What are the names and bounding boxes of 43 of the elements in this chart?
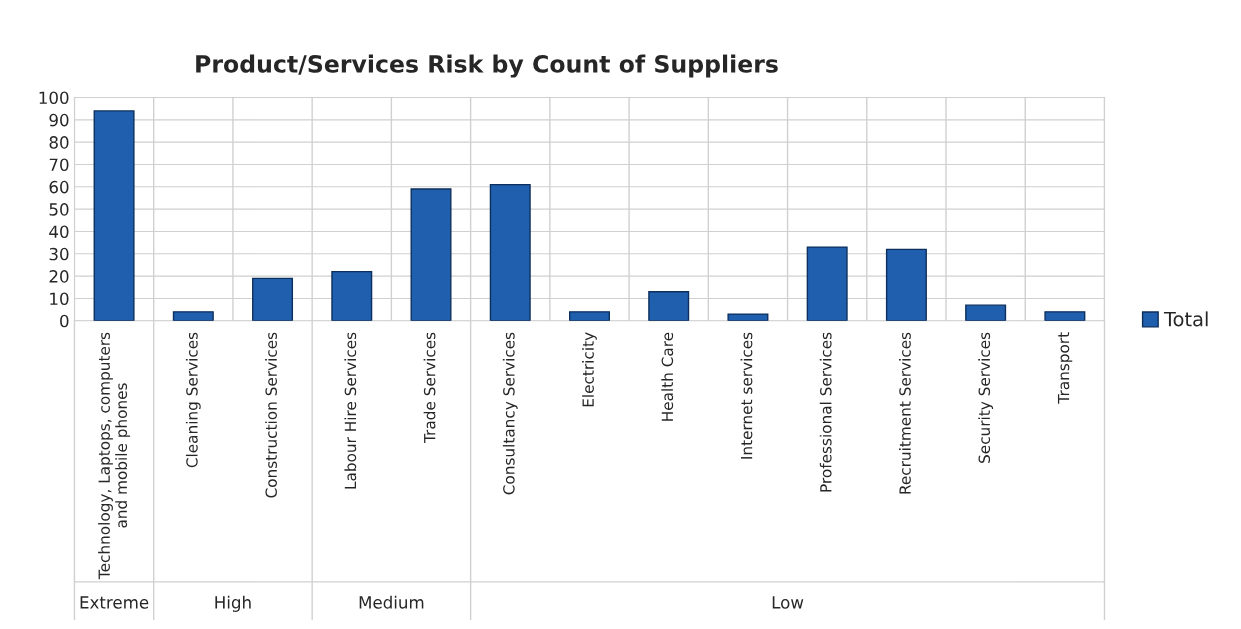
y-tick-label: 80: [49, 136, 69, 149]
y-tick-label: 50: [49, 203, 69, 216]
y-tick-label: 100: [39, 91, 69, 105]
bar: [806, 246, 848, 321]
bar: [172, 311, 214, 321]
x-tick-label: Construction Services: [265, 332, 277, 498]
x-tick-label: Labour Hire Services: [344, 332, 357, 489]
legend-label: Total: [1163, 311, 1208, 327]
bar: [648, 291, 690, 321]
x-tick-label: Consultancy Services: [502, 332, 518, 495]
bar: [568, 311, 610, 321]
y-tick-label: 0: [60, 314, 69, 328]
y-tick-label: 20: [49, 270, 69, 283]
bar: [1044, 311, 1086, 321]
y-tick-label: 60: [49, 180, 69, 194]
x-tick-label: Health Care: [661, 332, 674, 421]
bar: [965, 304, 1007, 321]
text: High: [215, 595, 251, 612]
y-tick-label: 70: [49, 158, 69, 172]
x-tick-label: Security Services: [978, 332, 994, 463]
x-tick-label: Cleaning Services: [185, 332, 201, 468]
bar: [410, 188, 452, 321]
x-tick-label: Transport: [1057, 332, 1073, 404]
bar: [727, 313, 769, 321]
bar: [252, 277, 294, 321]
bar: [885, 248, 927, 321]
y-tick-label: 30: [49, 247, 69, 261]
x-tick-label: Recruitment Services: [899, 332, 911, 494]
x-tick-label: Trade Services: [423, 332, 436, 444]
y-tick-label: 90: [49, 113, 69, 127]
x-tick-label: Internet services: [740, 332, 753, 459]
chart-title: Product/Services Risk by Count of Suppliers: [196, 54, 778, 78]
x-tick-label: Professional Services: [819, 332, 832, 492]
y-tick-label: 40: [49, 225, 69, 239]
bar: [93, 110, 135, 321]
bar: [489, 183, 531, 321]
x-tick-label: Electricity: [582, 332, 597, 407]
y-tick-label: 10: [50, 292, 69, 306]
text: Low: [772, 596, 804, 609]
x-tick-label: Technology, Laptops, computers and mobile phones: [98, 332, 131, 580]
bar: [331, 270, 373, 321]
text: Medium: [359, 595, 424, 609]
text: Extreme: [80, 596, 149, 609]
